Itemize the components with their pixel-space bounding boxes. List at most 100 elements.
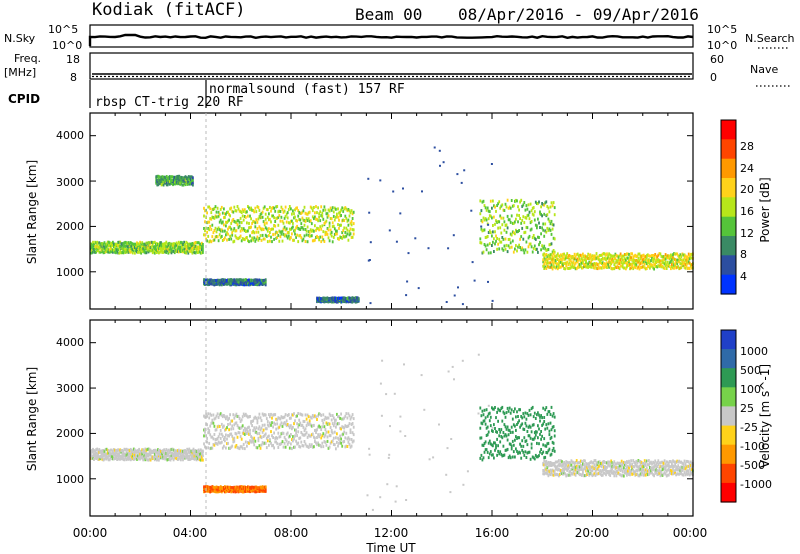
data-cell (594, 473, 597, 477)
data-cell (657, 264, 660, 268)
data-cell (261, 279, 264, 282)
data-cell (161, 454, 163, 458)
data-cell (584, 258, 586, 262)
data-cell (345, 226, 348, 230)
data-cell (685, 465, 688, 469)
data-cell (578, 257, 581, 261)
data-cell (658, 466, 661, 470)
data-cell (224, 490, 226, 494)
data-cell (286, 414, 289, 417)
data-cell (208, 240, 211, 244)
data-cell (278, 209, 281, 213)
data-cell (525, 439, 528, 443)
data-cell (663, 471, 666, 475)
data-cell (479, 426, 482, 430)
data-cell (103, 251, 106, 254)
data-cell (613, 263, 616, 267)
data-cell (110, 452, 113, 456)
data-cell (212, 231, 215, 235)
data-cell (543, 459, 546, 463)
data-cell (482, 456, 485, 460)
data-cell (119, 250, 122, 254)
data-cell (147, 454, 150, 458)
power-cb-12: 12 (740, 227, 754, 240)
data-cell (684, 467, 687, 471)
data-cell (117, 454, 119, 458)
data-cell (497, 226, 499, 230)
data-cell (266, 420, 269, 424)
data-cell (628, 459, 630, 463)
data-cell (352, 417, 355, 421)
data-cell (182, 176, 185, 180)
data-cell (532, 415, 535, 419)
data-cell (244, 427, 247, 431)
data-cell (487, 404, 490, 407)
data-cell (307, 230, 310, 234)
data-cell (521, 422, 524, 426)
data-cell (388, 453, 391, 456)
data-cell (242, 227, 245, 231)
data-cell (199, 452, 202, 456)
data-cell (238, 431, 241, 435)
data-cell (331, 414, 334, 418)
data-cell (232, 218, 235, 221)
data-cell (92, 456, 94, 460)
data-cell (551, 223, 554, 227)
freq-panel (89, 52, 694, 80)
data-cell (288, 416, 291, 420)
data-cell (337, 415, 339, 419)
data-cell (131, 449, 134, 453)
data-cell (187, 450, 190, 454)
data-cell (136, 244, 138, 248)
data-cell (161, 247, 163, 251)
data-cell (633, 261, 636, 265)
data-cell (641, 465, 644, 469)
data-cell (231, 209, 234, 213)
data-cell (575, 464, 578, 468)
data-cell (216, 485, 219, 489)
data-cell (146, 454, 149, 458)
data-cell (120, 242, 123, 246)
data-cell (322, 217, 325, 221)
data-cell (597, 266, 600, 269)
data-cell (531, 236, 534, 240)
data-cell (300, 222, 303, 226)
data-cell (482, 419, 485, 423)
data-cell (203, 278, 205, 282)
data-cell (564, 462, 566, 466)
data-cell (94, 452, 96, 456)
data-cell (217, 278, 220, 282)
data-cell (326, 416, 329, 420)
velocity-colorbar (721, 330, 736, 503)
data-cell (630, 468, 632, 472)
data-cell (103, 453, 106, 457)
data-cell (577, 254, 580, 258)
data-cell (252, 230, 255, 233)
data-cell (230, 227, 233, 231)
data-cell (212, 413, 215, 417)
data-cell (95, 244, 97, 248)
data-cell (288, 221, 291, 225)
data-cell (130, 451, 133, 455)
data-cell (170, 447, 173, 451)
data-cell (125, 447, 128, 451)
data-cell (682, 253, 685, 257)
data-cell (185, 454, 188, 458)
data-cell (547, 460, 550, 464)
data-cell (162, 242, 164, 246)
data-cell (533, 457, 536, 461)
data-cell (320, 214, 323, 218)
data-cell (482, 228, 485, 232)
data-cell (237, 431, 240, 434)
data-cell (206, 414, 208, 418)
data-cell (689, 263, 692, 267)
data-cell (300, 236, 303, 240)
data-cell (581, 459, 583, 463)
data-cell (210, 240, 213, 244)
data-cell (532, 213, 535, 217)
data-cell (220, 283, 223, 287)
power-colorbar (721, 120, 736, 295)
data-cell (689, 460, 692, 464)
vel-cb-m100: -100 (740, 440, 765, 453)
data-cell (256, 432, 259, 436)
